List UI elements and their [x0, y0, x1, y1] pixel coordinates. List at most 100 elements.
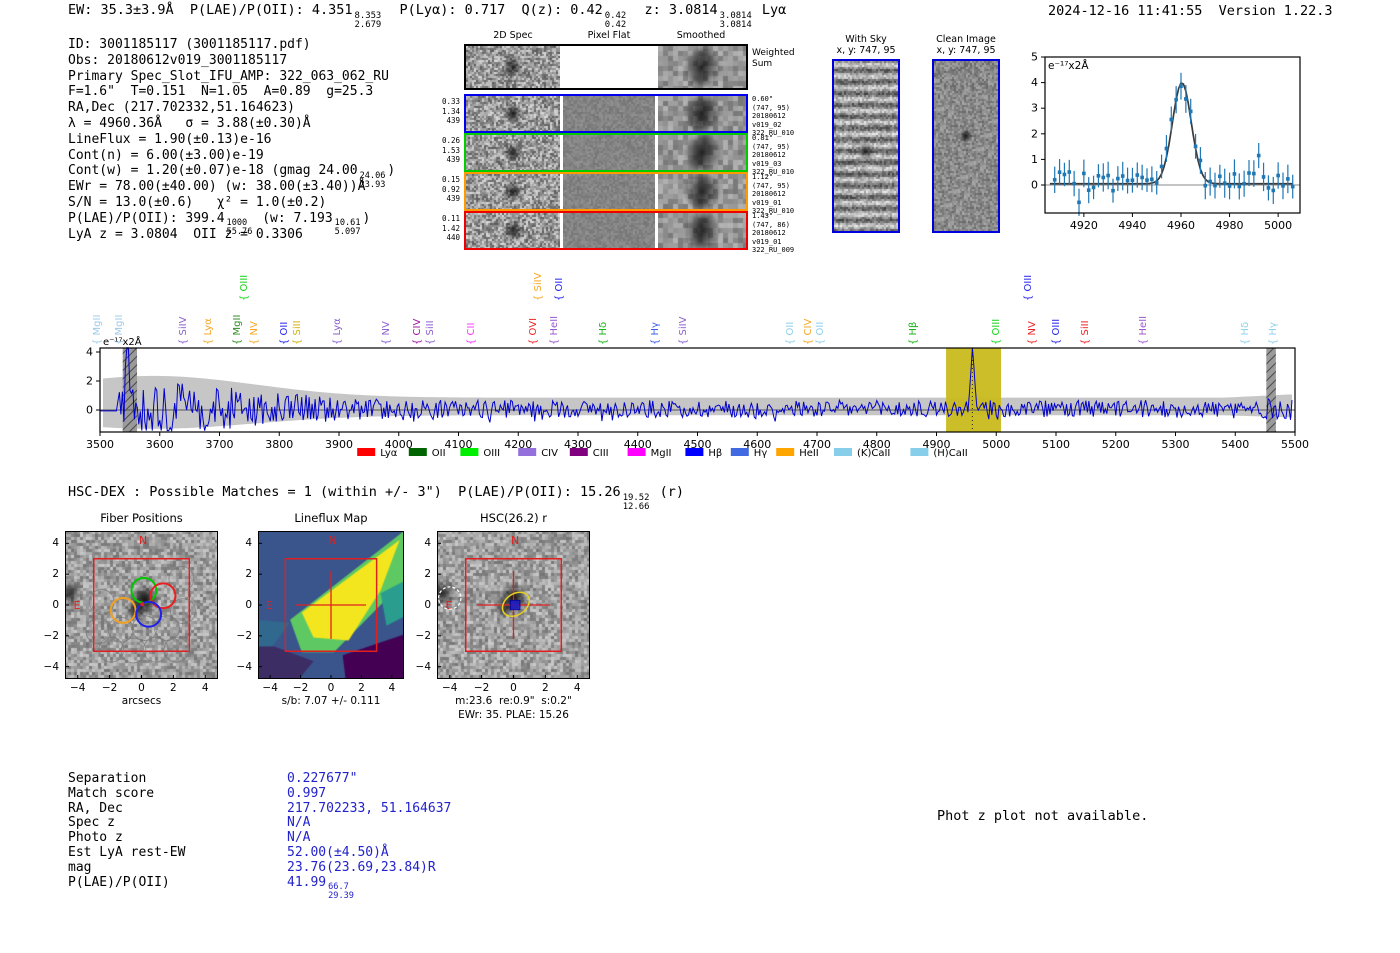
legend-label: Hγ [754, 448, 768, 459]
target-box [284, 558, 378, 652]
spectrum-xtick: 4600 [743, 438, 771, 451]
stacked-fraction: 1000 55.76 [226, 218, 253, 238]
spectrum-ytick: 4 [86, 346, 93, 359]
spectrum-xtick: 4100 [445, 438, 473, 451]
weighted-fiber-circle [135, 600, 163, 628]
text-segment: S/N = 13.0(±0.6) χ² = 1.0(±0.2) [68, 194, 327, 210]
text-segment: Cont(w) = 1.20(±0.07)e-18 (gmag 24.00 [68, 163, 358, 179]
spec2d-spec-image [466, 213, 560, 248]
inset-ylabel: e⁻¹⁷x2Å [1048, 59, 1089, 72]
fiber-circle [163, 636, 190, 663]
stacked-fraction: 24.06 23.93 [359, 170, 386, 190]
info-line: Obs: 20180612v019_3001185117 [68, 53, 395, 69]
fiber-circle [170, 598, 196, 625]
text-segment: Primary Spec_Slot_IFU_AMP: 322_063_062_R… [68, 68, 389, 84]
legend-swatch [357, 448, 376, 456]
spec2d-smooth-image [658, 135, 746, 170]
fiber-circle [120, 637, 147, 664]
emission-line-label: { OII [554, 278, 565, 301]
spec2d-column-title: Smoothed [676, 30, 726, 41]
spectrum-xtick: 4400 [624, 438, 652, 451]
spec2d-column-title: Pixel Flat [587, 30, 631, 41]
spec2d-column-title: 2D Spec [493, 30, 533, 41]
cutout-xtick: −4 [70, 682, 86, 694]
legend-label: Hβ [708, 448, 722, 459]
cutout-xtick: 4 [201, 682, 209, 694]
legend-swatch [408, 448, 427, 456]
cutout-xtick: 2 [358, 682, 365, 694]
legend-swatch [910, 448, 929, 456]
cutout-ytick: 0 [52, 599, 59, 611]
cutout-ytick: 0 [424, 599, 431, 611]
cutout-overlay: NE [437, 531, 590, 679]
legend-swatch [569, 448, 588, 456]
legend-label: CIII [593, 448, 609, 459]
masked-band [1266, 348, 1276, 432]
legend-swatch [685, 448, 704, 456]
cutout-ytick: −4 [43, 660, 59, 673]
spec2d-flat-image [563, 135, 655, 170]
cutout-ytick: 2 [424, 568, 431, 581]
emission-line-label: { HeII [549, 316, 560, 345]
emission-line-label: { SiIV [178, 316, 189, 345]
info-line: RA,Dec (217.702332,51.164623) [68, 100, 395, 116]
match-label: mag [68, 859, 92, 875]
target-box [464, 558, 563, 652]
cutout-title: Fiber Positions [100, 511, 183, 525]
cutout-ytick: −4 [236, 660, 252, 673]
emission-line-label: { SiII [292, 320, 303, 345]
spec2d-smooth-image [658, 174, 746, 209]
spectrum-xtick: 5100 [1042, 438, 1070, 451]
fiber-circle [98, 636, 125, 663]
info-line: P(LAE)/P(OII): 399.4 1000 55.76 (w: 7.193 1… [68, 211, 395, 237]
cutout-ytick: 2 [245, 568, 252, 581]
spec2d-row-right-labels: 0.81" (747, 95) 20180612 v019_03 322_RU_010 [752, 134, 795, 177]
cutout-xtick: 2 [542, 682, 549, 694]
spec2d-panel: 2D Spec Pixel Flat Smoothed Weighted Sum 0.33… [440, 28, 820, 258]
spectrum-xtick: 5300 [1162, 438, 1190, 451]
spec2d-row-left-labels: 0.33 1.34 439 [441, 97, 460, 125]
emission-line-label: { OIII [1051, 319, 1062, 345]
match-table-row: Match score 0.997 [68, 786, 451, 801]
header-summary: EW: 35.3±3.9Å P(LAE)/P(OII): 4.351 8.353 2… [68, 2, 786, 30]
text-segment: 0.227677" [287, 771, 358, 786]
text-segment: (r) [651, 484, 685, 500]
match-value: 0.997 [287, 786, 326, 801]
emission-line-label: { Hδ [1240, 322, 1251, 345]
spec2d-row [464, 44, 748, 90]
text-segment: ID: 3001185117 (3001185117.pdf) [68, 37, 311, 52]
legend-swatch [460, 448, 479, 456]
spec2d-flat-image [563, 96, 655, 131]
spectrum-xtick: 5000 [982, 438, 1010, 451]
fiber-circle [142, 636, 169, 663]
detection-center-dot [140, 602, 145, 607]
cutout-ytick: −2 [43, 629, 59, 642]
cutout-ytick: 4 [52, 537, 59, 550]
cutout-xtick: −2 [292, 682, 309, 694]
cutout-xtick: −2 [101, 682, 118, 694]
cutout-xtick: −2 [473, 682, 490, 694]
spec2d-row-right-labels: 1.43" (747, 86) 20180612 v019_01 322_RU_009 [752, 212, 795, 255]
emission-line-label: { Lyα [332, 318, 343, 345]
match-value: 23.76(23.69,23.84)R [287, 860, 436, 875]
emission-line-label: { NV [1027, 321, 1038, 345]
spec2d-row-left-labels: 0.15 0.92 439 [441, 175, 460, 203]
emission-line-label: { Hγ [650, 322, 661, 345]
spec2d-spec-image [466, 96, 560, 131]
text-segment: 41.99 [287, 874, 327, 890]
east-label: E [445, 599, 452, 612]
text-segment: LyA z = 3.0804 OII z = 0.3306 [68, 226, 303, 242]
legend-label: (H)CaII [933, 448, 967, 459]
cutout-overlay: NE [258, 531, 404, 679]
stacked-fraction: 0.42 0.42 [604, 10, 627, 30]
info-line: S/N = 13.0(±0.6) χ² = 1.0(±0.2) [68, 195, 395, 211]
spec2d-row [464, 94, 748, 133]
legend-swatch [834, 448, 852, 456]
spec2d-row [464, 211, 748, 250]
match-table-row: mag 23.76(23.69,23.84)R [68, 860, 451, 875]
cutout-xlabel: arcsecs [121, 695, 162, 707]
text-segment: RA,Dec (217.702332,51.164623) [68, 100, 295, 116]
weighted-sum-label: Weighted Sum [752, 48, 795, 69]
clean-image-subtitle: x, y: 747, 95 [936, 45, 996, 56]
emission-line-label: { Hγ [1268, 322, 1279, 345]
